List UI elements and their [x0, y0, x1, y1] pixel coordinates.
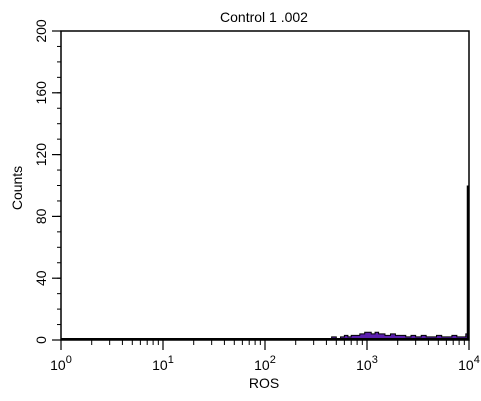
y-axis: 0 40 80 120 160 200 — [33, 19, 61, 344]
x-axis-label: ROS — [249, 375, 279, 391]
y-axis-label: Counts — [9, 166, 25, 210]
x-tick-label: 102 — [254, 354, 276, 373]
x-axis: 100 101 102 103 104 — [50, 340, 480, 373]
y-tick-label: 200 — [33, 19, 49, 43]
x-tick-label: 101 — [152, 354, 174, 373]
x-tick-label: 100 — [50, 354, 72, 373]
y-tick-label: 160 — [33, 81, 49, 105]
chart-title: Control 1 .002 — [220, 9, 308, 25]
plot-frame — [61, 31, 469, 340]
y-tick-label: 120 — [33, 143, 49, 167]
y-tick-label: 0 — [33, 336, 49, 344]
y-tick-label: 40 — [33, 270, 49, 286]
x-tick-label: 104 — [458, 354, 480, 373]
x-tick-label: 103 — [356, 354, 378, 373]
histogram-fill — [306, 186, 469, 341]
plot-area — [61, 186, 469, 341]
y-tick-label: 80 — [33, 208, 49, 224]
